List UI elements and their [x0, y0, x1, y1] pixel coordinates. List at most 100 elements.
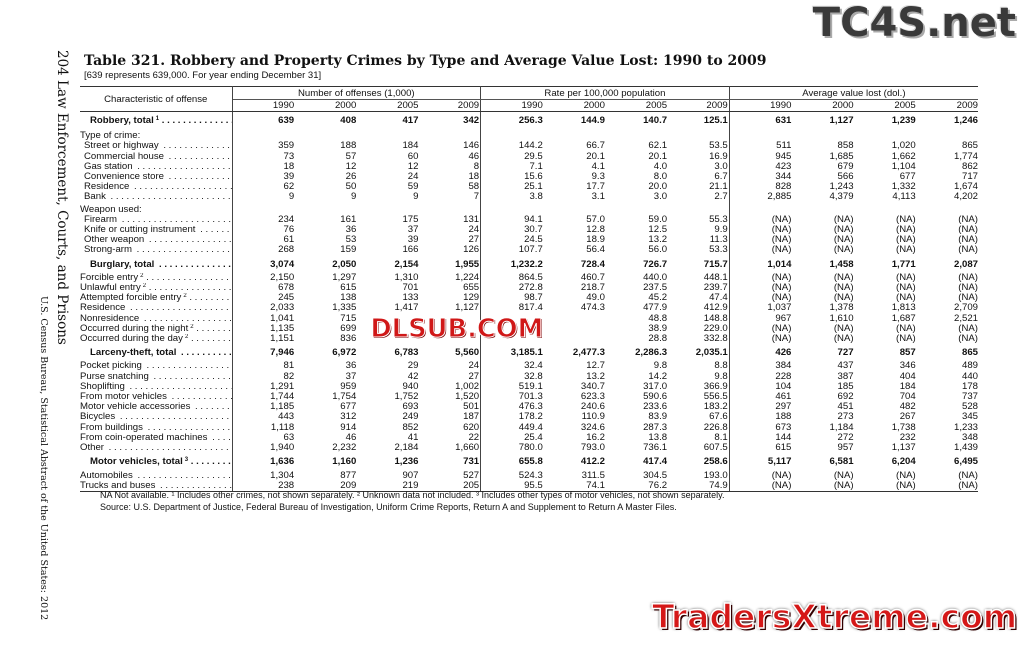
value-cell: 183.2 [667, 402, 730, 413]
value-cell: 3.8 [529, 191, 543, 203]
value-cell: 4.0 [653, 160, 668, 172]
value-cell: 267 [899, 411, 916, 423]
value-cell: 460.7 [580, 271, 605, 283]
value-cell: 2,087 [953, 258, 978, 270]
value-cell: 387 [837, 370, 854, 382]
value-cell: 673 [775, 421, 792, 433]
value-cell: 25.4 [524, 431, 543, 443]
value-cell: 449.4 [518, 421, 543, 433]
year-header: 1990 [480, 99, 543, 112]
value-cell: 2,232 [332, 442, 357, 454]
value-cell: 1,310 [394, 271, 419, 283]
value-cell [418, 334, 482, 345]
value-cell: 1,378 [829, 302, 854, 314]
value-cell: 482 [899, 401, 916, 413]
value-cell: 1,232.2 [510, 258, 543, 270]
value-cell: 175 [402, 213, 419, 225]
value-cell: 74.1 [542, 480, 605, 492]
value-cell: 81 [283, 360, 295, 372]
tradersxtreme-watermark-logo: TradersXtreme.com [651, 596, 1018, 637]
value-cell: 1,233 [953, 421, 978, 433]
value-cell: 41 [407, 431, 419, 443]
value-cell: 27 [418, 371, 482, 382]
value-cell: 4,379 [829, 191, 854, 203]
row-label-cell: Unlawful entry 2 [80, 283, 233, 294]
value-cell: 144.9 [580, 115, 605, 126]
row-label-cell: Nonresidence [80, 313, 233, 324]
year-header: 2000 [542, 99, 605, 112]
value-cell: 193.0 [667, 470, 730, 481]
value-cell: 226.8 [667, 422, 730, 433]
value-cell: 5,117 [767, 456, 792, 468]
value-cell: (NA) [833, 224, 854, 236]
value-cell: (NA) [896, 234, 916, 246]
value-cell: 188 [775, 411, 792, 423]
value-cell: 110.9 [581, 411, 605, 423]
value-cell: 417.4 [643, 456, 668, 468]
value-cell: 48.8 [648, 312, 668, 324]
value-cell: 25.1 [524, 181, 543, 193]
value-cell: 701.3 [518, 391, 543, 403]
value-cell: 24.5 [524, 234, 543, 246]
value-cell: 24 [418, 361, 482, 372]
year-header: 2005 [853, 99, 916, 112]
value-cell: 2.7 [667, 192, 730, 203]
row-label: Purse snatching [80, 371, 151, 382]
value-cell: 1,610 [829, 312, 854, 324]
value-cell: 126 [418, 245, 482, 256]
value-cell: 146 [418, 141, 482, 152]
value-cell: 3.0 [667, 161, 730, 173]
value-cell: 58 [418, 182, 482, 193]
value-cell: 29 [407, 360, 419, 372]
value-cell: 15.6 [524, 171, 543, 183]
value-cell [481, 203, 543, 215]
value-cell: 852 [402, 421, 419, 433]
value-cell: (NA) [958, 271, 978, 283]
value-cell: 828 [775, 181, 792, 193]
value-cell: 731 [418, 453, 482, 471]
value-cell: 677 [899, 171, 916, 183]
value-cell: (NA) [958, 244, 978, 256]
value-cell: 623.3 [580, 391, 605, 403]
value-cell: 20.1 [586, 150, 605, 162]
value-cell: 55.3 [667, 214, 730, 226]
value-cell: 423 [775, 160, 792, 172]
value-cell: 9 [350, 191, 357, 203]
value-cell: 232 [899, 431, 916, 443]
table-row: Type of crime: [80, 129, 978, 142]
value-cell: (NA) [771, 213, 792, 225]
year-header: 2000 [791, 99, 854, 112]
value-cell [543, 324, 605, 334]
row-label: Motor vehicles, total [90, 456, 185, 468]
value-cell: 440 [961, 370, 978, 382]
value-cell: 184 [402, 140, 419, 152]
value-cell: (NA) [771, 244, 792, 256]
value-cell: 188 [340, 140, 357, 152]
value-cell: 3,185.1 [510, 347, 543, 359]
value-cell: 1,137 [891, 442, 916, 454]
value-cell: 12 [407, 160, 419, 172]
table-row: Commercial house7357604629.520.120.116.9… [80, 150, 978, 162]
row-label: Attempted forcible entry [80, 293, 184, 304]
value-cell: 1,304 [270, 469, 295, 481]
value-cell: 1,037 [767, 302, 792, 314]
value-cell: 256.3 [518, 115, 543, 126]
value-cell: 32.8 [524, 370, 543, 382]
value-cell: 348 [961, 431, 978, 443]
value-cell: 737 [961, 391, 978, 403]
value-cell: 36 [345, 360, 357, 372]
value-cell: 140.7 [643, 115, 668, 126]
row-label: Forcible entry [80, 272, 141, 283]
value-cell: 474.3 [580, 302, 605, 314]
value-cell: 29.5 [524, 150, 543, 162]
value-cell: 21.1 [667, 182, 730, 193]
value-cell: 631 [775, 115, 792, 126]
